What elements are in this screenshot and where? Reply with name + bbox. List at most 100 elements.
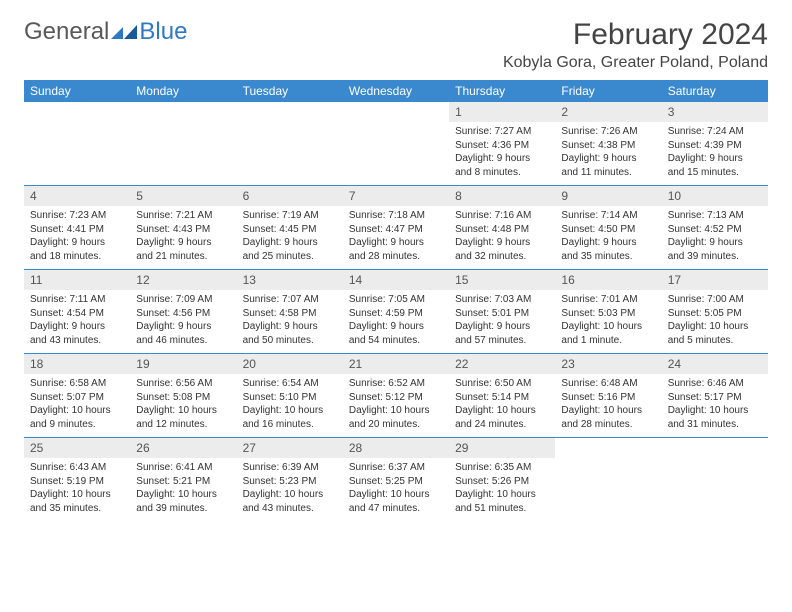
day-number: 18 [24,354,130,374]
calendar-cell: 21Sunrise: 6:52 AMSunset: 5:12 PMDayligh… [343,354,449,438]
weekday-header: Thursday [449,80,555,102]
calendar-cell: 29Sunrise: 6:35 AMSunset: 5:26 PMDayligh… [449,438,555,522]
day-number: 13 [237,270,343,290]
logo-mark-icon [111,23,137,41]
day-details: Sunrise: 7:07 AMSunset: 4:58 PMDaylight:… [237,290,343,353]
day-details: Sunrise: 6:37 AMSunset: 5:25 PMDaylight:… [343,458,449,521]
day-number: 17 [662,270,768,290]
day-details: Sunrise: 6:58 AMSunset: 5:07 PMDaylight:… [24,374,130,437]
calendar-cell [24,102,130,186]
location: Kobyla Gora, Greater Poland, Poland [503,54,768,72]
calendar-cell: 3Sunrise: 7:24 AMSunset: 4:39 PMDaylight… [662,102,768,186]
day-details: Sunrise: 6:39 AMSunset: 5:23 PMDaylight:… [237,458,343,521]
month-title: February 2024 [503,18,768,52]
day-details: Sunrise: 7:26 AMSunset: 4:38 PMDaylight:… [555,122,661,185]
day-number: 20 [237,354,343,374]
day-number: 19 [130,354,236,374]
calendar-cell: 14Sunrise: 7:05 AMSunset: 4:59 PMDayligh… [343,270,449,354]
calendar-week: 4Sunrise: 7:23 AMSunset: 4:41 PMDaylight… [24,186,768,270]
calendar-cell: 28Sunrise: 6:37 AMSunset: 5:25 PMDayligh… [343,438,449,522]
weekday-header: Monday [130,80,236,102]
day-number: 4 [24,186,130,206]
calendar-cell: 19Sunrise: 6:56 AMSunset: 5:08 PMDayligh… [130,354,236,438]
day-number: 8 [449,186,555,206]
day-details: Sunrise: 7:14 AMSunset: 4:50 PMDaylight:… [555,206,661,269]
calendar-cell [662,438,768,522]
day-details: Sunrise: 6:35 AMSunset: 5:26 PMDaylight:… [449,458,555,521]
calendar-cell: 24Sunrise: 6:46 AMSunset: 5:17 PMDayligh… [662,354,768,438]
weekday-header: Tuesday [237,80,343,102]
day-details: Sunrise: 7:03 AMSunset: 5:01 PMDaylight:… [449,290,555,353]
day-number: 11 [24,270,130,290]
calendar-cell [237,102,343,186]
day-details: Sunrise: 7:19 AMSunset: 4:45 PMDaylight:… [237,206,343,269]
calendar-cell [555,438,661,522]
day-details: Sunrise: 6:43 AMSunset: 5:19 PMDaylight:… [24,458,130,521]
day-number: 3 [662,102,768,122]
day-number: 22 [449,354,555,374]
calendar-week: 25Sunrise: 6:43 AMSunset: 5:19 PMDayligh… [24,438,768,522]
calendar-cell: 2Sunrise: 7:26 AMSunset: 4:38 PMDaylight… [555,102,661,186]
weekday-header: Saturday [662,80,768,102]
calendar-cell: 9Sunrise: 7:14 AMSunset: 4:50 PMDaylight… [555,186,661,270]
day-details: Sunrise: 7:00 AMSunset: 5:05 PMDaylight:… [662,290,768,353]
calendar-cell: 22Sunrise: 6:50 AMSunset: 5:14 PMDayligh… [449,354,555,438]
day-details: Sunrise: 7:13 AMSunset: 4:52 PMDaylight:… [662,206,768,269]
day-number: 9 [555,186,661,206]
calendar-cell: 25Sunrise: 6:43 AMSunset: 5:19 PMDayligh… [24,438,130,522]
calendar-cell: 23Sunrise: 6:48 AMSunset: 5:16 PMDayligh… [555,354,661,438]
calendar-cell: 5Sunrise: 7:21 AMSunset: 4:43 PMDaylight… [130,186,236,270]
calendar-week: 18Sunrise: 6:58 AMSunset: 5:07 PMDayligh… [24,354,768,438]
calendar-cell [130,102,236,186]
calendar-cell: 13Sunrise: 7:07 AMSunset: 4:58 PMDayligh… [237,270,343,354]
day-number: 10 [662,186,768,206]
calendar-cell: 10Sunrise: 7:13 AMSunset: 4:52 PMDayligh… [662,186,768,270]
day-details: Sunrise: 7:23 AMSunset: 4:41 PMDaylight:… [24,206,130,269]
calendar-cell: 20Sunrise: 6:54 AMSunset: 5:10 PMDayligh… [237,354,343,438]
calendar-week: 11Sunrise: 7:11 AMSunset: 4:54 PMDayligh… [24,270,768,354]
day-details: Sunrise: 7:05 AMSunset: 4:59 PMDaylight:… [343,290,449,353]
calendar-cell: 1Sunrise: 7:27 AMSunset: 4:36 PMDaylight… [449,102,555,186]
calendar-cell: 11Sunrise: 7:11 AMSunset: 4:54 PMDayligh… [24,270,130,354]
day-details: Sunrise: 6:56 AMSunset: 5:08 PMDaylight:… [130,374,236,437]
day-details: Sunrise: 6:41 AMSunset: 5:21 PMDaylight:… [130,458,236,521]
day-details: Sunrise: 7:27 AMSunset: 4:36 PMDaylight:… [449,122,555,185]
day-details: Sunrise: 7:24 AMSunset: 4:39 PMDaylight:… [662,122,768,185]
calendar-cell: 17Sunrise: 7:00 AMSunset: 5:05 PMDayligh… [662,270,768,354]
day-number: 21 [343,354,449,374]
day-number: 15 [449,270,555,290]
day-number: 1 [449,102,555,122]
calendar-body: 1Sunrise: 7:27 AMSunset: 4:36 PMDaylight… [24,102,768,521]
calendar-table: SundayMondayTuesdayWednesdayThursdayFrid… [24,80,768,521]
calendar-cell: 26Sunrise: 6:41 AMSunset: 5:21 PMDayligh… [130,438,236,522]
logo-text-1: General [24,18,109,46]
day-number: 29 [449,438,555,458]
logo: General Blue [24,18,187,46]
calendar-cell: 7Sunrise: 7:18 AMSunset: 4:47 PMDaylight… [343,186,449,270]
calendar-cell: 27Sunrise: 6:39 AMSunset: 5:23 PMDayligh… [237,438,343,522]
calendar-cell: 15Sunrise: 7:03 AMSunset: 5:01 PMDayligh… [449,270,555,354]
weekday-header: Wednesday [343,80,449,102]
day-number: 28 [343,438,449,458]
day-details: Sunrise: 6:52 AMSunset: 5:12 PMDaylight:… [343,374,449,437]
day-details: Sunrise: 6:54 AMSunset: 5:10 PMDaylight:… [237,374,343,437]
calendar-cell: 8Sunrise: 7:16 AMSunset: 4:48 PMDaylight… [449,186,555,270]
calendar-cell: 16Sunrise: 7:01 AMSunset: 5:03 PMDayligh… [555,270,661,354]
day-details: Sunrise: 7:11 AMSunset: 4:54 PMDaylight:… [24,290,130,353]
day-number: 2 [555,102,661,122]
calendar-cell: 18Sunrise: 6:58 AMSunset: 5:07 PMDayligh… [24,354,130,438]
weekday-row: SundayMondayTuesdayWednesdayThursdayFrid… [24,80,768,102]
day-number: 16 [555,270,661,290]
day-number: 25 [24,438,130,458]
day-details: Sunrise: 7:18 AMSunset: 4:47 PMDaylight:… [343,206,449,269]
day-number: 24 [662,354,768,374]
day-number: 27 [237,438,343,458]
day-details: Sunrise: 6:46 AMSunset: 5:17 PMDaylight:… [662,374,768,437]
day-details: Sunrise: 6:50 AMSunset: 5:14 PMDaylight:… [449,374,555,437]
day-details: Sunrise: 7:01 AMSunset: 5:03 PMDaylight:… [555,290,661,353]
day-details: Sunrise: 7:16 AMSunset: 4:48 PMDaylight:… [449,206,555,269]
day-number: 14 [343,270,449,290]
day-details: Sunrise: 7:21 AMSunset: 4:43 PMDaylight:… [130,206,236,269]
day-number: 6 [237,186,343,206]
calendar-cell [343,102,449,186]
